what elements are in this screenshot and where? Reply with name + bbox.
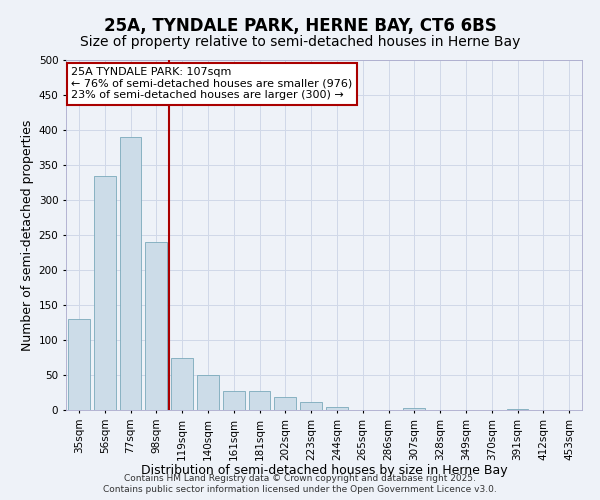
Bar — [94, 176, 116, 410]
Bar — [68, 319, 90, 410]
Bar — [145, 242, 167, 410]
Bar — [119, 137, 142, 410]
Bar — [403, 408, 425, 410]
Text: 25A, TYNDALE PARK, HERNE BAY, CT6 6BS: 25A, TYNDALE PARK, HERNE BAY, CT6 6BS — [104, 18, 496, 36]
Bar — [171, 358, 193, 410]
Text: Contains HM Land Registry data © Crown copyright and database right 2025.
Contai: Contains HM Land Registry data © Crown c… — [103, 474, 497, 494]
Bar — [197, 375, 219, 410]
Bar — [248, 391, 271, 410]
Bar — [300, 402, 322, 410]
Bar — [326, 407, 348, 410]
Text: 25A TYNDALE PARK: 107sqm
← 76% of semi-detached houses are smaller (976)
23% of : 25A TYNDALE PARK: 107sqm ← 76% of semi-d… — [71, 67, 352, 100]
X-axis label: Distribution of semi-detached houses by size in Herne Bay: Distribution of semi-detached houses by … — [140, 464, 508, 477]
Y-axis label: Number of semi-detached properties: Number of semi-detached properties — [22, 120, 34, 350]
Bar — [223, 391, 245, 410]
Text: Size of property relative to semi-detached houses in Herne Bay: Size of property relative to semi-detach… — [80, 35, 520, 49]
Bar — [274, 396, 296, 410]
